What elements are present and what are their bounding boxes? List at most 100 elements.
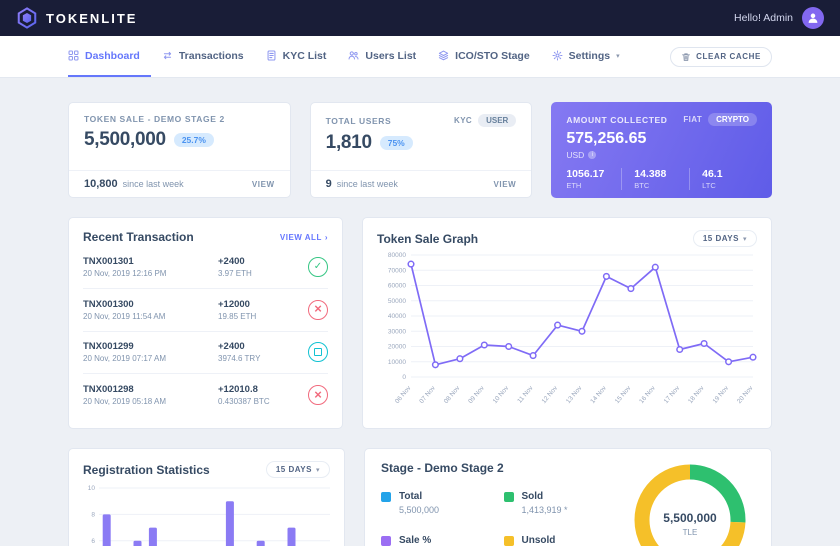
transaction-row[interactable]: TNX001300 20 Nov, 2019 11:54 AM +12000 19.… [83, 287, 328, 331]
total-users-value: 1,810 [325, 132, 372, 153]
tx-amount: +2400 [218, 255, 245, 267]
transaction-row[interactable]: TNX001298 20 Nov, 2019 05:18 AM +12010.8 0… [83, 373, 328, 416]
svg-text:10000: 10000 [388, 359, 406, 366]
svg-text:12 Nov: 12 Nov [541, 384, 560, 405]
svg-text:20 Nov: 20 Nov [736, 384, 755, 405]
view-link[interactable]: VIEW [493, 180, 517, 189]
amount-value: 575,256.65 [566, 130, 647, 147]
view-all-link[interactable]: VIEW ALL › [280, 233, 328, 242]
svg-text:13 Nov: 13 Nov [565, 384, 584, 405]
transaction-row[interactable]: TNX001299 20 Nov, 2019 07:17 AM +2400 3974… [83, 330, 328, 374]
svg-text:10: 10 [88, 485, 96, 492]
svg-text:18 Nov: 18 Nov [687, 384, 706, 405]
brand-name: TOKENLITE [46, 10, 138, 26]
nav-label: Users List [365, 49, 417, 62]
legend-item-total: Total 5,500,000 [381, 491, 494, 515]
recent-transactions-card: Recent Transaction VIEW ALL › TNX001301 2… [68, 217, 343, 429]
info-icon[interactable] [588, 151, 597, 159]
fiat-toggle[interactable]: FIAT [683, 115, 703, 124]
nav-item-settings[interactable]: Settings ▾ [541, 36, 631, 77]
svg-text:8: 8 [91, 511, 95, 518]
range-label: 15 DAYS [702, 234, 739, 243]
total-users-stat-card: TOTAL USERS KYC USER 1,810 75% 9 since l… [309, 102, 533, 198]
tx-id: TNX001301 [83, 255, 134, 267]
user-toggle-badge[interactable]: USER [478, 114, 517, 127]
trash-icon [682, 52, 691, 61]
card-title: TOTAL USERS [325, 115, 392, 126]
tx-status-canceled-icon[interactable] [308, 385, 328, 406]
delta-value: 10,800 [84, 178, 118, 190]
nav-item-users-list[interactable]: Users List [337, 36, 427, 77]
clear-cache-label: CLEAR CACHE [696, 52, 761, 61]
tx-id: TNX001299 [83, 341, 134, 353]
nav-label: ICO/STO Stage [455, 49, 530, 62]
nav-label: Dashboard [85, 49, 140, 62]
tx-date: 20 Nov, 2019 05:18 AM [83, 397, 167, 407]
legend-swatch [381, 536, 391, 546]
legend-label: Total [399, 491, 423, 502]
range-dropdown[interactable]: 15 DAYS ▾ [265, 461, 330, 478]
greeting-text: Hello! Admin [734, 12, 793, 24]
legend-label: Sale % [399, 535, 432, 546]
clear-cache-button[interactable]: CLEAR CACHE [670, 46, 772, 67]
coin-stat: 14.388 BTC [621, 168, 689, 190]
svg-text:20000: 20000 [388, 344, 406, 351]
token-sale-value: 5,500,000 [84, 129, 166, 150]
nav-label: Settings [568, 49, 611, 62]
view-link[interactable]: VIEW [251, 180, 275, 189]
crypto-toggle-badge[interactable]: CRYPTO [708, 113, 758, 126]
legend-label: Unsold [521, 535, 556, 546]
registration-statistics-card: Registration Statistics 15 DAYS ▾ 246810… [68, 448, 345, 546]
transactions-icon [163, 51, 171, 60]
tx-status-approved-icon[interactable] [308, 256, 328, 277]
tx-date: 20 Nov, 2019 11:54 AM [83, 311, 166, 321]
amount-currency: USD [566, 150, 585, 160]
tx-amount: +2400 [218, 341, 245, 353]
nav-item-transactions[interactable]: Transactions [151, 36, 255, 77]
legend-value: 5,500,000 [399, 505, 440, 515]
range-label: 15 DAYS [275, 465, 312, 474]
tx-amount: +12000 [218, 298, 250, 310]
stage-icon [439, 50, 449, 61]
nav-item-dashboard[interactable]: Dashboard [68, 36, 151, 77]
tx-status-canceled-icon[interactable] [308, 299, 328, 320]
nav-item-kyc-list[interactable]: KYC List [255, 36, 338, 77]
svg-text:06 Nov: 06 Nov [394, 384, 413, 405]
card-title: AMOUNT COLLECTED [566, 114, 668, 125]
stage-legend: Total 5,500,000 Sold 1,413,919 * Sale %25.… [381, 491, 616, 546]
token-sale-stat-card: TOKEN SALE - DEMO STAGE 2 5,500,000 25.7… [68, 102, 291, 198]
coin-unit: ETH [566, 181, 582, 190]
stage-card: Stage - Demo Stage 2 Total 5,500,000 Sold… [364, 448, 772, 546]
legend-swatch [381, 492, 391, 502]
legend-value: 1,413,919 * [521, 505, 568, 515]
tx-date: 20 Nov, 2019 12:16 PM [83, 268, 167, 278]
coin-stat: 1056.17 ETH [566, 168, 621, 190]
legend-item-sale-percent: Sale %25.7% Sold [381, 535, 494, 546]
card-title: Registration Statistics [83, 462, 210, 477]
transaction-row[interactable]: TNX001301 20 Nov, 2019 12:16 PM +2400 3.97… [83, 246, 328, 288]
legend-item-sold: Sold 1,413,919 * [503, 491, 617, 515]
range-dropdown[interactable]: 15 DAYS ▾ [692, 230, 757, 247]
tx-status-pending-icon[interactable] [308, 342, 328, 363]
svg-text:11 Nov: 11 Nov [516, 384, 535, 404]
delta-caption: since last week [122, 179, 184, 189]
kyc-toggle[interactable]: KYC [454, 116, 473, 125]
tx-currency: 3.97 ETH [218, 268, 252, 278]
card-title: Stage - Demo Stage 2 [381, 461, 504, 475]
nav-item-ico-sto-stage[interactable]: ICO/STO Stage [427, 36, 541, 77]
svg-text:60000: 60000 [388, 283, 406, 290]
avatar[interactable] [802, 7, 824, 29]
chevron-down-icon: ▾ [315, 466, 320, 474]
stage-donut-wrap: 5,500,000 TLE [625, 455, 755, 546]
card-title: Recent Transaction [83, 230, 194, 244]
svg-text:6: 6 [91, 538, 95, 545]
dashboard-icon [68, 50, 79, 61]
svg-text:40000: 40000 [388, 313, 406, 320]
tx-currency: 19.85 ETH [218, 311, 257, 321]
brand-logo[interactable]: TOKENLITE [16, 7, 137, 29]
stage-donut-chart: 5,500,000 TLE [634, 464, 746, 546]
svg-text:10 Nov: 10 Nov [492, 384, 511, 405]
svg-text:80000: 80000 [388, 252, 406, 259]
token-sale-graph-card: Token Sale Graph 15 DAYS ▾ 0 10000 20000 30… [362, 217, 772, 429]
amount-collected-card: AMOUNT COLLECTED FIAT CRYPTO 575,256.65 … [551, 102, 773, 198]
